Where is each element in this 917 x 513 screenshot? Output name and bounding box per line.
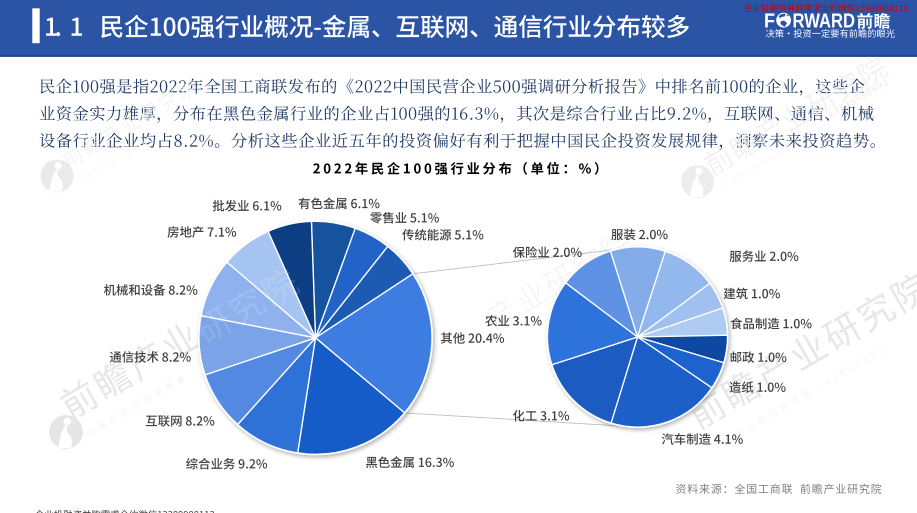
svg-text:F: F <box>764 9 775 32</box>
svg-text:RWARD: RWARD <box>793 9 856 32</box>
